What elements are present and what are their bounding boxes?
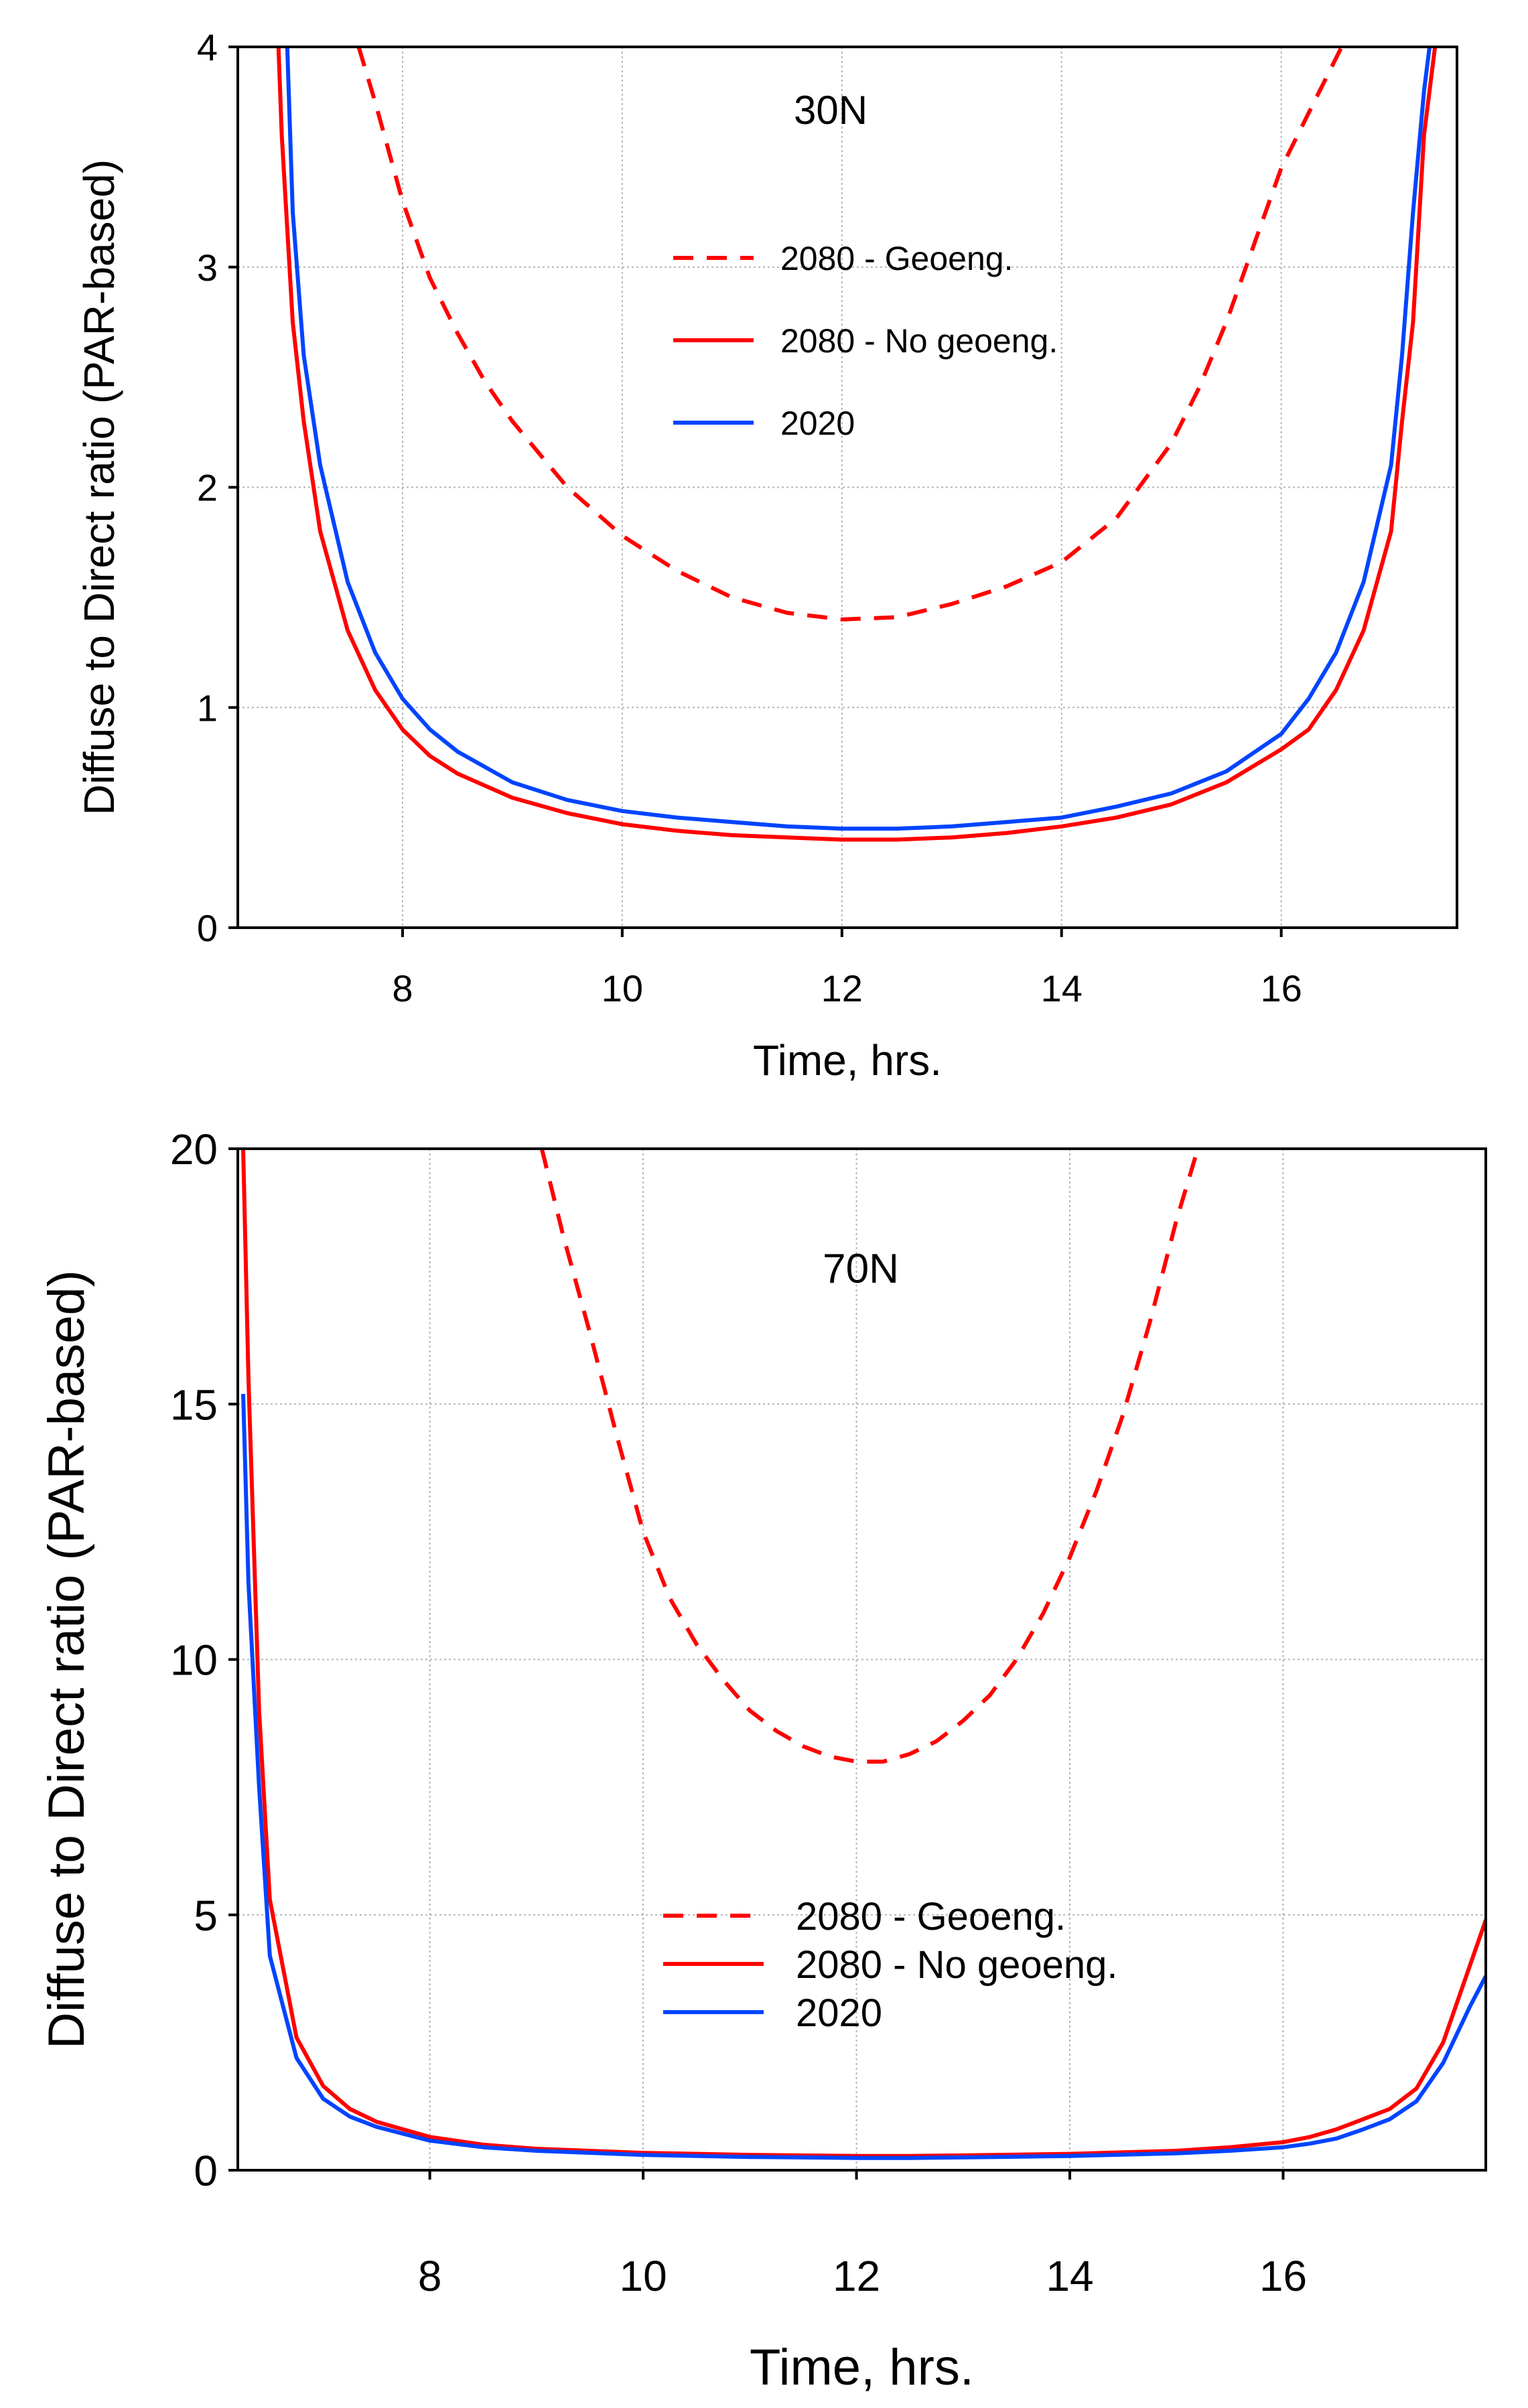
legend-label: 2020 [796,1991,882,2035]
y-tick-label: 20 [170,1125,218,1174]
x-tick-label: 14 [1046,2252,1093,2300]
x-tick-label: 8 [418,2252,442,2300]
y-tick-label: 15 [170,1380,218,1429]
y-axis-label: Diffuse to Direct ratio (PAR-based) [75,159,123,815]
x-tick-label: 16 [1261,967,1302,1009]
panel-title: 30N [794,88,867,133]
series-group [276,47,1438,842]
y-tick-label: 5 [194,1892,218,1940]
x-tick-label: 8 [392,967,413,1009]
y-tick-label: 0 [194,2147,218,2195]
series-line-no-geoeng [276,47,1438,842]
legend-label: 2080 - Geoeng. [796,1895,1066,1938]
legend-label: 2080 - No geoeng. [780,322,1058,360]
y-tick-label: 1 [197,687,218,729]
series-line-no-geoeng [241,1149,1486,2158]
series-line-2020 [285,47,1432,831]
y-tick-label: 2 [197,467,218,509]
legend: 2080 - Geoeng. 2080 - No geoeng.2020 [663,1895,1117,2035]
x-tick-label: 16 [1259,2252,1307,2300]
x-tick-label: 12 [821,967,863,1009]
y-tick-label: 4 [197,26,218,68]
x-tick-label: 14 [1041,967,1083,1009]
y-tick-label: 10 [170,1636,218,1685]
series-group [241,1149,1486,2160]
legend-label: 2020 [780,405,855,442]
legend: 2080 - Geoeng. 2080 - No geoeng. 2020 [673,240,1058,442]
panel-title: 70N [823,1246,899,1292]
x-axis-label: Time, hrs. [750,2339,974,2396]
y-tick-label: 3 [197,246,218,289]
chart-70n: 8 10 12 14 16 0 5 10 15 20 Time, hrs. Diffuse to Di… [38,1125,1487,2396]
x-axis-label: Time, hrs. [753,1036,942,1084]
legend-label: 2080 - Geoeng. [780,240,1014,277]
series-line-2020 [241,1393,1486,2160]
legend-label: 2080 - No geoeng. [796,1943,1117,1987]
x-tick-label: 12 [833,2252,880,2300]
series-line-geoeng [539,1149,1200,1764]
x-tick-label: 10 [602,967,643,1009]
y-tick-label: 0 [197,907,218,949]
x-tick-label: 10 [619,2252,667,2300]
series-line-geoeng [356,47,1344,622]
y-axis-label: Diffuse to Direct ratio (PAR-based) [38,1270,95,2049]
